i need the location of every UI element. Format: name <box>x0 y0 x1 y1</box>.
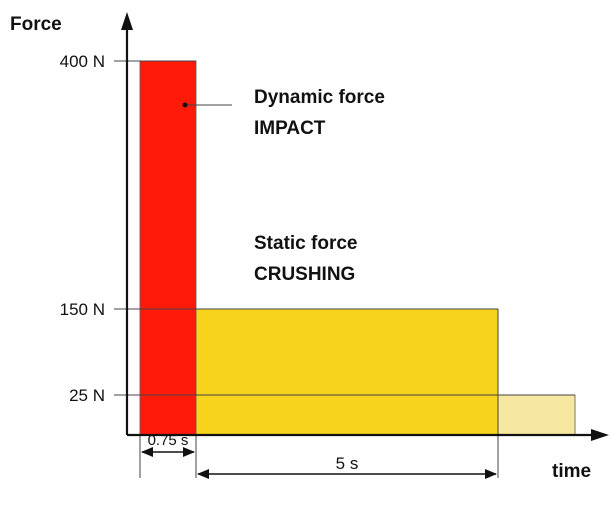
duration-markers: 0.75 s 5 s <box>141 432 497 479</box>
y-tick-labels: 400 N 150 N 25 N <box>60 52 105 405</box>
annotation-dynamic-line2: IMPACT <box>254 118 326 139</box>
duration-label: 5 s <box>336 454 359 473</box>
residual-force-bar <box>497 394 576 436</box>
y-tick-label: 150 N <box>60 300 105 319</box>
y-tick-label: 400 N <box>60 52 105 71</box>
duration-label: 0.75 s <box>148 432 189 449</box>
annotation-static-line2: CRUSHING <box>254 264 355 285</box>
x-axis-arrow <box>591 429 609 441</box>
duration-arrow-left <box>197 469 209 479</box>
y-axis-title: Force <box>10 14 62 35</box>
bars-group <box>139 60 576 436</box>
y-tick-label: 25 N <box>69 386 105 405</box>
duration-arrow-right <box>485 469 497 479</box>
static-force-bar <box>195 308 499 436</box>
duration-arrow-left <box>141 447 153 457</box>
x-axis-title: time <box>552 461 591 482</box>
duration-arrow-right <box>183 447 195 457</box>
axes-group <box>121 12 609 441</box>
dynamic-force-bar <box>139 60 197 436</box>
annotation-static-line1: Static force <box>254 233 357 254</box>
guide-lines <box>114 60 575 478</box>
annotation-dynamic-line1: Dynamic force <box>254 87 385 108</box>
dynamic-leader-dot <box>182 102 188 108</box>
y-axis-arrow <box>121 12 133 30</box>
